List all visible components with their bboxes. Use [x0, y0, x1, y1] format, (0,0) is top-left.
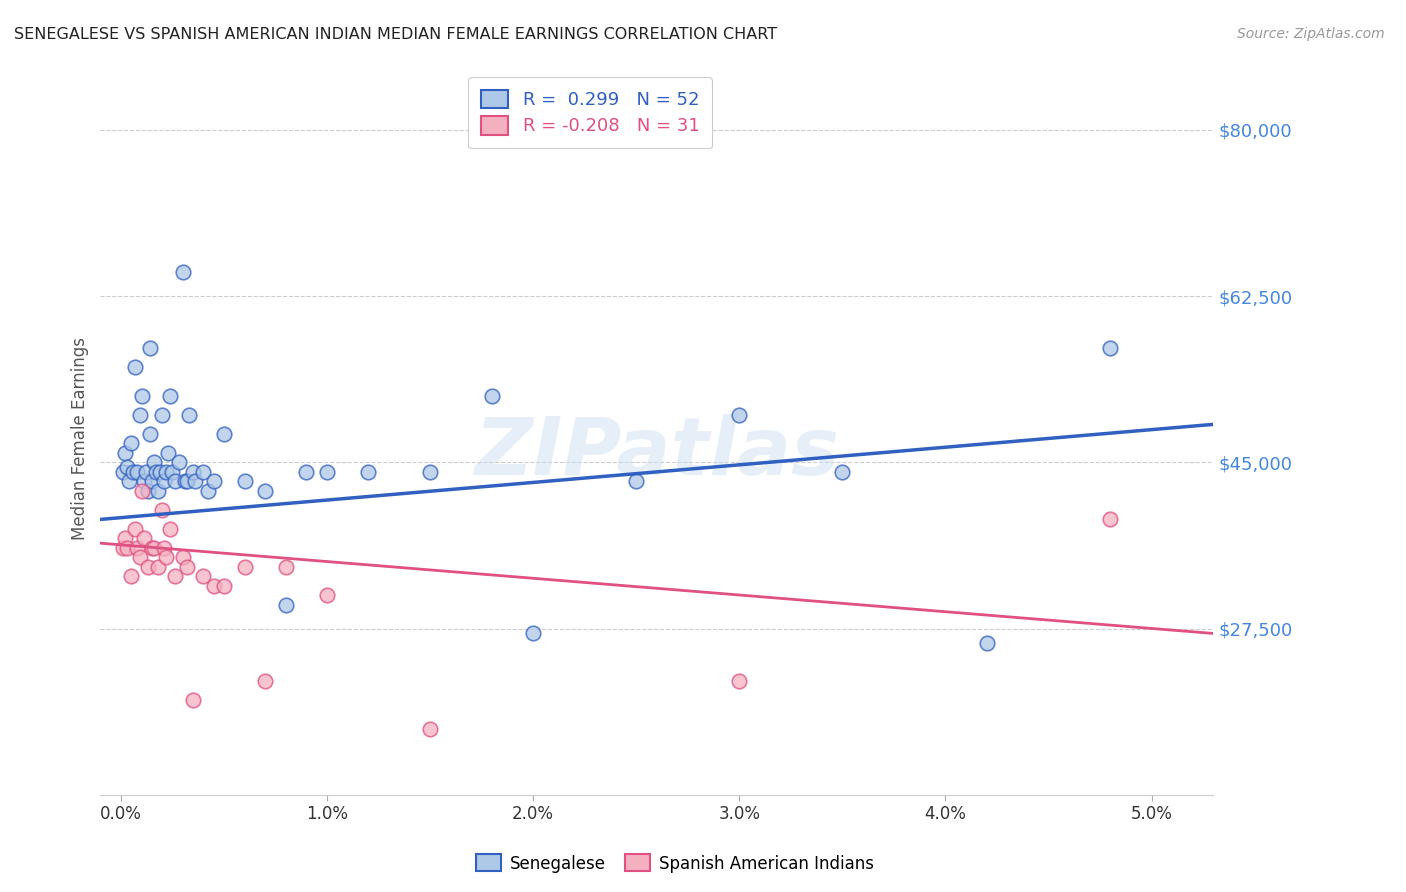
Point — [157, 446, 180, 460]
Point — [136, 483, 159, 498]
Point — [114, 532, 136, 546]
Point — [728, 673, 751, 688]
Point — [1099, 341, 1122, 355]
Point — [728, 408, 751, 422]
Point — [481, 389, 503, 403]
Point — [124, 522, 146, 536]
Point — [212, 426, 235, 441]
Point — [254, 483, 277, 498]
Point — [136, 560, 159, 574]
Point — [419, 465, 441, 479]
Point — [146, 483, 169, 498]
Point — [831, 465, 853, 479]
Point — [141, 475, 163, 489]
Point — [150, 408, 173, 422]
Point — [193, 465, 215, 479]
Point — [118, 475, 141, 489]
Point — [115, 541, 138, 555]
Point — [127, 541, 149, 555]
Point — [162, 465, 184, 479]
Point — [193, 569, 215, 583]
Point — [316, 465, 339, 479]
Point — [153, 541, 176, 555]
Point — [145, 465, 167, 479]
Point — [181, 693, 204, 707]
Point — [159, 522, 181, 536]
Point — [131, 389, 153, 403]
Point — [184, 475, 207, 489]
Point — [1099, 512, 1122, 526]
Point — [155, 550, 177, 565]
Legend: R =  0.299   N = 52, R = -0.208   N = 31: R = 0.299 N = 52, R = -0.208 N = 31 — [468, 77, 711, 148]
Point — [141, 541, 163, 555]
Point — [181, 465, 204, 479]
Point — [142, 455, 165, 469]
Point — [177, 408, 200, 422]
Point — [128, 408, 150, 422]
Point — [233, 475, 256, 489]
Point — [139, 426, 162, 441]
Point — [419, 722, 441, 736]
Point — [128, 550, 150, 565]
Point — [316, 589, 339, 603]
Point — [202, 475, 225, 489]
Point — [357, 465, 380, 479]
Y-axis label: Median Female Earnings: Median Female Earnings — [72, 337, 89, 541]
Point — [135, 465, 157, 479]
Point — [120, 569, 142, 583]
Point — [254, 673, 277, 688]
Point — [153, 475, 176, 489]
Point — [132, 532, 155, 546]
Point — [202, 579, 225, 593]
Point — [124, 360, 146, 375]
Point — [212, 579, 235, 593]
Point — [114, 446, 136, 460]
Point — [173, 475, 195, 489]
Point — [150, 503, 173, 517]
Point — [127, 465, 149, 479]
Text: ZIPatlas: ZIPatlas — [474, 414, 839, 491]
Point — [159, 389, 181, 403]
Point — [132, 475, 155, 489]
Point — [146, 560, 169, 574]
Point — [120, 436, 142, 450]
Legend: Senegalese, Spanish American Indians: Senegalese, Spanish American Indians — [470, 847, 880, 880]
Point — [176, 475, 198, 489]
Point — [131, 483, 153, 498]
Point — [167, 455, 190, 469]
Point — [176, 560, 198, 574]
Point — [112, 541, 135, 555]
Point — [115, 460, 138, 475]
Point — [172, 265, 194, 279]
Point — [112, 465, 135, 479]
Point — [172, 550, 194, 565]
Point — [233, 560, 256, 574]
Point — [155, 465, 177, 479]
Point — [122, 465, 145, 479]
Point — [626, 475, 648, 489]
Point — [163, 475, 186, 489]
Text: Source: ZipAtlas.com: Source: ZipAtlas.com — [1237, 27, 1385, 41]
Point — [197, 483, 219, 498]
Point — [139, 341, 162, 355]
Point — [976, 636, 998, 650]
Point — [274, 560, 297, 574]
Point — [274, 598, 297, 612]
Point — [142, 541, 165, 555]
Text: SENEGALESE VS SPANISH AMERICAN INDIAN MEDIAN FEMALE EARNINGS CORRELATION CHART: SENEGALESE VS SPANISH AMERICAN INDIAN ME… — [14, 27, 778, 42]
Point — [522, 626, 544, 640]
Point — [163, 569, 186, 583]
Point — [295, 465, 318, 479]
Point — [149, 465, 172, 479]
